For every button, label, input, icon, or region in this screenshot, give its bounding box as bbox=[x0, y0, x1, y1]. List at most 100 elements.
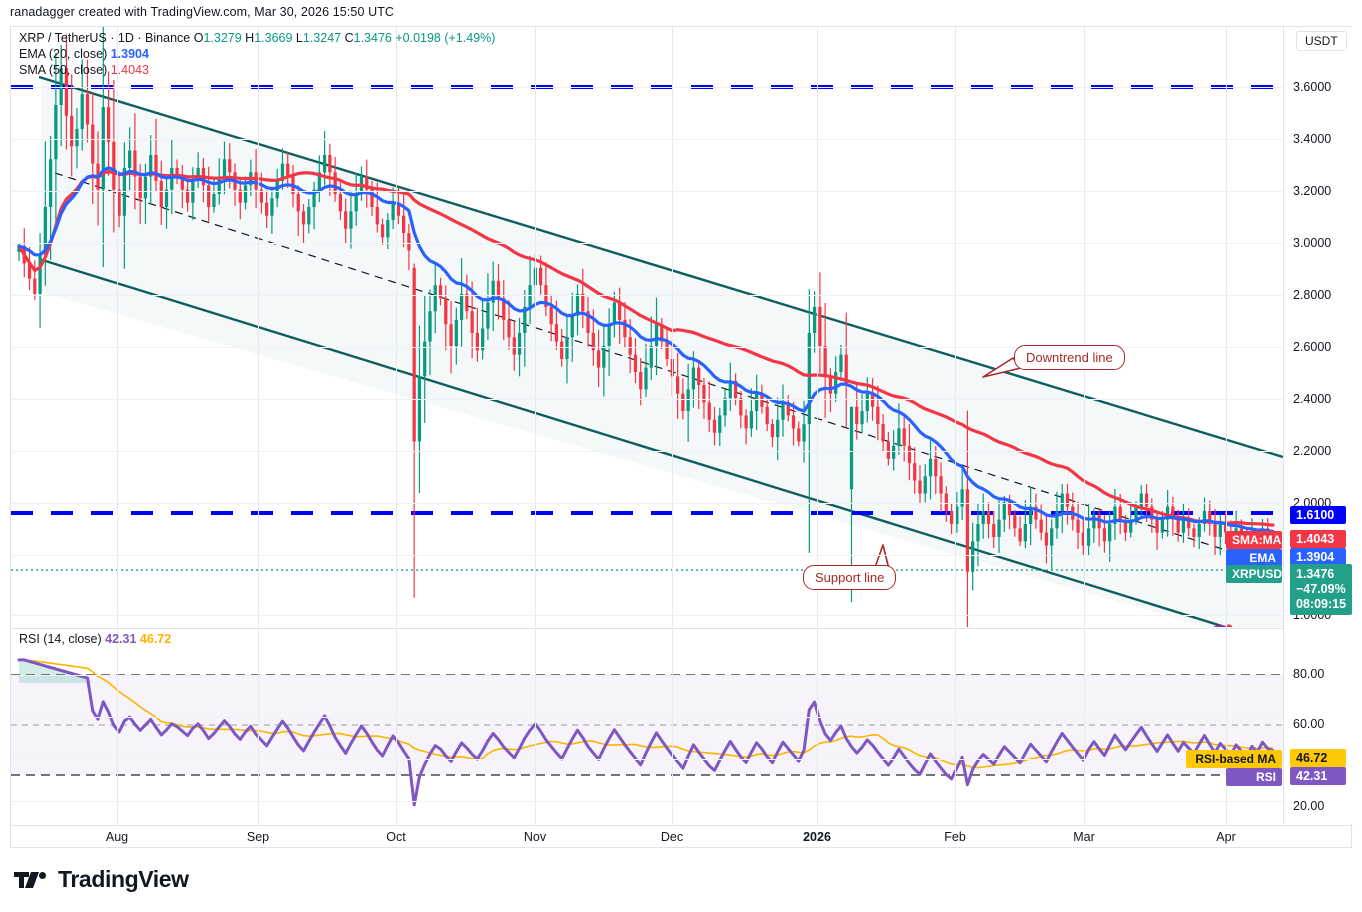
horizontal-gridline bbox=[11, 191, 1283, 192]
price-tick: 3.6000 bbox=[1293, 80, 1332, 94]
vertical-gridline bbox=[672, 629, 673, 825]
time-label-dec: Dec bbox=[660, 830, 684, 844]
ema-price-badge[interactable]: 1.3904 bbox=[1290, 548, 1346, 566]
legend-change-value: +0.0198 (+1.49%) bbox=[395, 31, 496, 45]
time-label-2026: 2026 bbox=[803, 830, 831, 844]
price-axis-unit[interactable]: USDT bbox=[1296, 31, 1347, 51]
chart-frame: XRP / TetherUS · 1D · Binance O1.3279 H1… bbox=[10, 26, 1353, 848]
horizontal-gridline bbox=[11, 295, 1283, 296]
legend-open-label: O bbox=[193, 31, 204, 45]
sma-series-tag[interactable]: SMA:MA bbox=[1226, 531, 1282, 549]
rsi-value-badge[interactable]: 42.31 bbox=[1290, 767, 1346, 785]
footer-brand: TradingView bbox=[58, 866, 189, 892]
legend-sma-label: SMA (50, close) bbox=[19, 63, 108, 77]
price-tick: 2.2000 bbox=[1293, 444, 1332, 458]
time-label-apr: Apr bbox=[1216, 830, 1236, 844]
time-label-mar: Mar bbox=[1073, 830, 1095, 844]
rsi-chart-svg bbox=[11, 658, 1283, 807]
ema-20-line bbox=[17, 166, 1275, 534]
legend-sep: · bbox=[110, 31, 115, 45]
horizontal-gridline bbox=[11, 347, 1283, 348]
price-legend: XRP / TetherUS · 1D · Binance O1.3279 H1… bbox=[19, 30, 495, 78]
vertical-gridline bbox=[258, 27, 259, 627]
rsi-line bbox=[17, 658, 1275, 807]
vertical-gridline bbox=[1226, 629, 1227, 825]
attribution-text: ranadagger created with TradingView.com,… bbox=[10, 5, 395, 19]
support-line-callout[interactable]: Support line bbox=[803, 565, 897, 590]
footer: TradingView bbox=[14, 866, 189, 893]
horizontal-gridline bbox=[11, 717, 1283, 718]
lightning-alert-icon[interactable] bbox=[1209, 624, 1233, 627]
horizontal-gridline bbox=[11, 87, 1283, 88]
channel-median-dashed-line bbox=[54, 172, 1242, 556]
vertical-gridline bbox=[258, 629, 259, 825]
legend-rsi-row[interactable]: RSI (14, close) 42.31 46.72 bbox=[19, 631, 171, 647]
price-axis[interactable]: USDT 3.6000 3.4000 3.2000 3.0000 2.8000 … bbox=[1283, 27, 1352, 824]
legend-rsi-label: RSI (14, close) bbox=[19, 632, 102, 646]
resistance-level-badge[interactable]: 1.6100 bbox=[1290, 506, 1346, 524]
vertical-gridline bbox=[817, 27, 818, 627]
vertical-gridline bbox=[817, 629, 818, 825]
downtrend-upper-channel-line bbox=[38, 75, 1283, 459]
downtrend-lower-channel-line bbox=[38, 257, 1230, 627]
price-chart-svg bbox=[11, 27, 1283, 627]
vertical-gridline bbox=[535, 27, 536, 627]
symbol-series-tag[interactable]: XRPUSDT bbox=[1226, 565, 1289, 583]
legend-sma-value: 1.4043 bbox=[110, 63, 149, 77]
legend-rsi-value: 42.31 bbox=[105, 632, 137, 646]
legend-ema-row[interactable]: EMA (20, close) 1.3904 bbox=[19, 46, 495, 62]
legend-exchange: Binance bbox=[145, 31, 191, 45]
legend-ema-label: EMA (20, close) bbox=[19, 47, 108, 61]
horizontal-gridline bbox=[11, 139, 1283, 140]
rsi-overbought-fill bbox=[19, 659, 93, 683]
horizontal-gridline bbox=[11, 503, 1283, 504]
last-price-value: 1.3476 bbox=[1296, 567, 1335, 581]
price-tick: 2.8000 bbox=[1293, 288, 1332, 302]
legend-ema-value: 1.3904 bbox=[110, 47, 149, 61]
ema-series-tag[interactable]: EMA bbox=[1226, 549, 1282, 567]
vertical-gridline bbox=[955, 27, 956, 627]
rsi-ma-value-badge[interactable]: 46.72 bbox=[1290, 749, 1346, 767]
legend-symbol: XRP / TetherUS bbox=[19, 31, 107, 45]
price-tick: 2.4000 bbox=[1293, 392, 1332, 406]
rsi-legend: RSI (14, close) 42.31 46.72 bbox=[19, 631, 171, 647]
rsi-ma-series-tag[interactable]: RSI-based MA bbox=[1186, 750, 1282, 768]
rsi-pane[interactable]: RSI (14, close) 42.31 46.72 bbox=[11, 629, 1283, 825]
legend-symbol-row[interactable]: XRP / TetherUS · 1D · Binance O1.3279 H1… bbox=[19, 30, 495, 46]
legend-interval: 1D bbox=[117, 31, 134, 45]
legend-sep-2: · bbox=[137, 31, 142, 45]
rsi-based-ma-line bbox=[19, 659, 1274, 769]
legend-high-label: H bbox=[245, 31, 255, 45]
last-price-badge[interactable]: 1.3476 −47.09% 08:09:15 bbox=[1290, 564, 1352, 615]
rsi-tick: 20.00 bbox=[1293, 799, 1325, 813]
rsi-tick: 60.00 bbox=[1293, 717, 1325, 731]
vertical-gridline bbox=[535, 629, 536, 825]
legend-close-label: C bbox=[344, 31, 354, 45]
horizontal-gridline bbox=[11, 451, 1283, 452]
horizontal-gridline bbox=[11, 675, 1283, 676]
rsi-series-tag[interactable]: RSI bbox=[1226, 768, 1282, 786]
last-price-change-pct: −47.09% bbox=[1296, 582, 1346, 596]
price-tick: 3.4000 bbox=[1293, 132, 1332, 146]
horizontal-gridline bbox=[11, 759, 1283, 760]
legend-low-label: L bbox=[295, 31, 303, 45]
sma-price-badge[interactable]: 1.4043 bbox=[1290, 530, 1346, 548]
legend-sma-row[interactable]: SMA (50, close) 1.4043 bbox=[19, 62, 495, 78]
vertical-gridline bbox=[1084, 27, 1085, 627]
horizontal-gridline bbox=[11, 555, 1283, 556]
time-label-oct: Oct bbox=[386, 830, 406, 844]
vertical-gridline bbox=[672, 27, 673, 627]
horizontal-gridline bbox=[11, 801, 1283, 802]
price-pane[interactable]: XRP / TetherUS · 1D · Binance O1.3279 H1… bbox=[11, 27, 1283, 627]
price-tick: 3.0000 bbox=[1293, 236, 1332, 250]
sma-50-line bbox=[17, 170, 1275, 527]
vertical-gridline bbox=[955, 629, 956, 825]
pane-separator[interactable] bbox=[11, 628, 1283, 629]
time-label-nov: Nov bbox=[523, 830, 547, 844]
vertical-gridline bbox=[117, 629, 118, 825]
downtrend-line-callout[interactable]: Downtrend line bbox=[1014, 345, 1125, 370]
horizontal-gridline bbox=[11, 399, 1283, 400]
tradingview-logo-icon bbox=[14, 871, 46, 888]
horizontal-gridline bbox=[11, 243, 1283, 244]
time-axis[interactable]: Aug Sep Oct Nov Dec 2026 Feb Mar Apr bbox=[11, 825, 1353, 848]
